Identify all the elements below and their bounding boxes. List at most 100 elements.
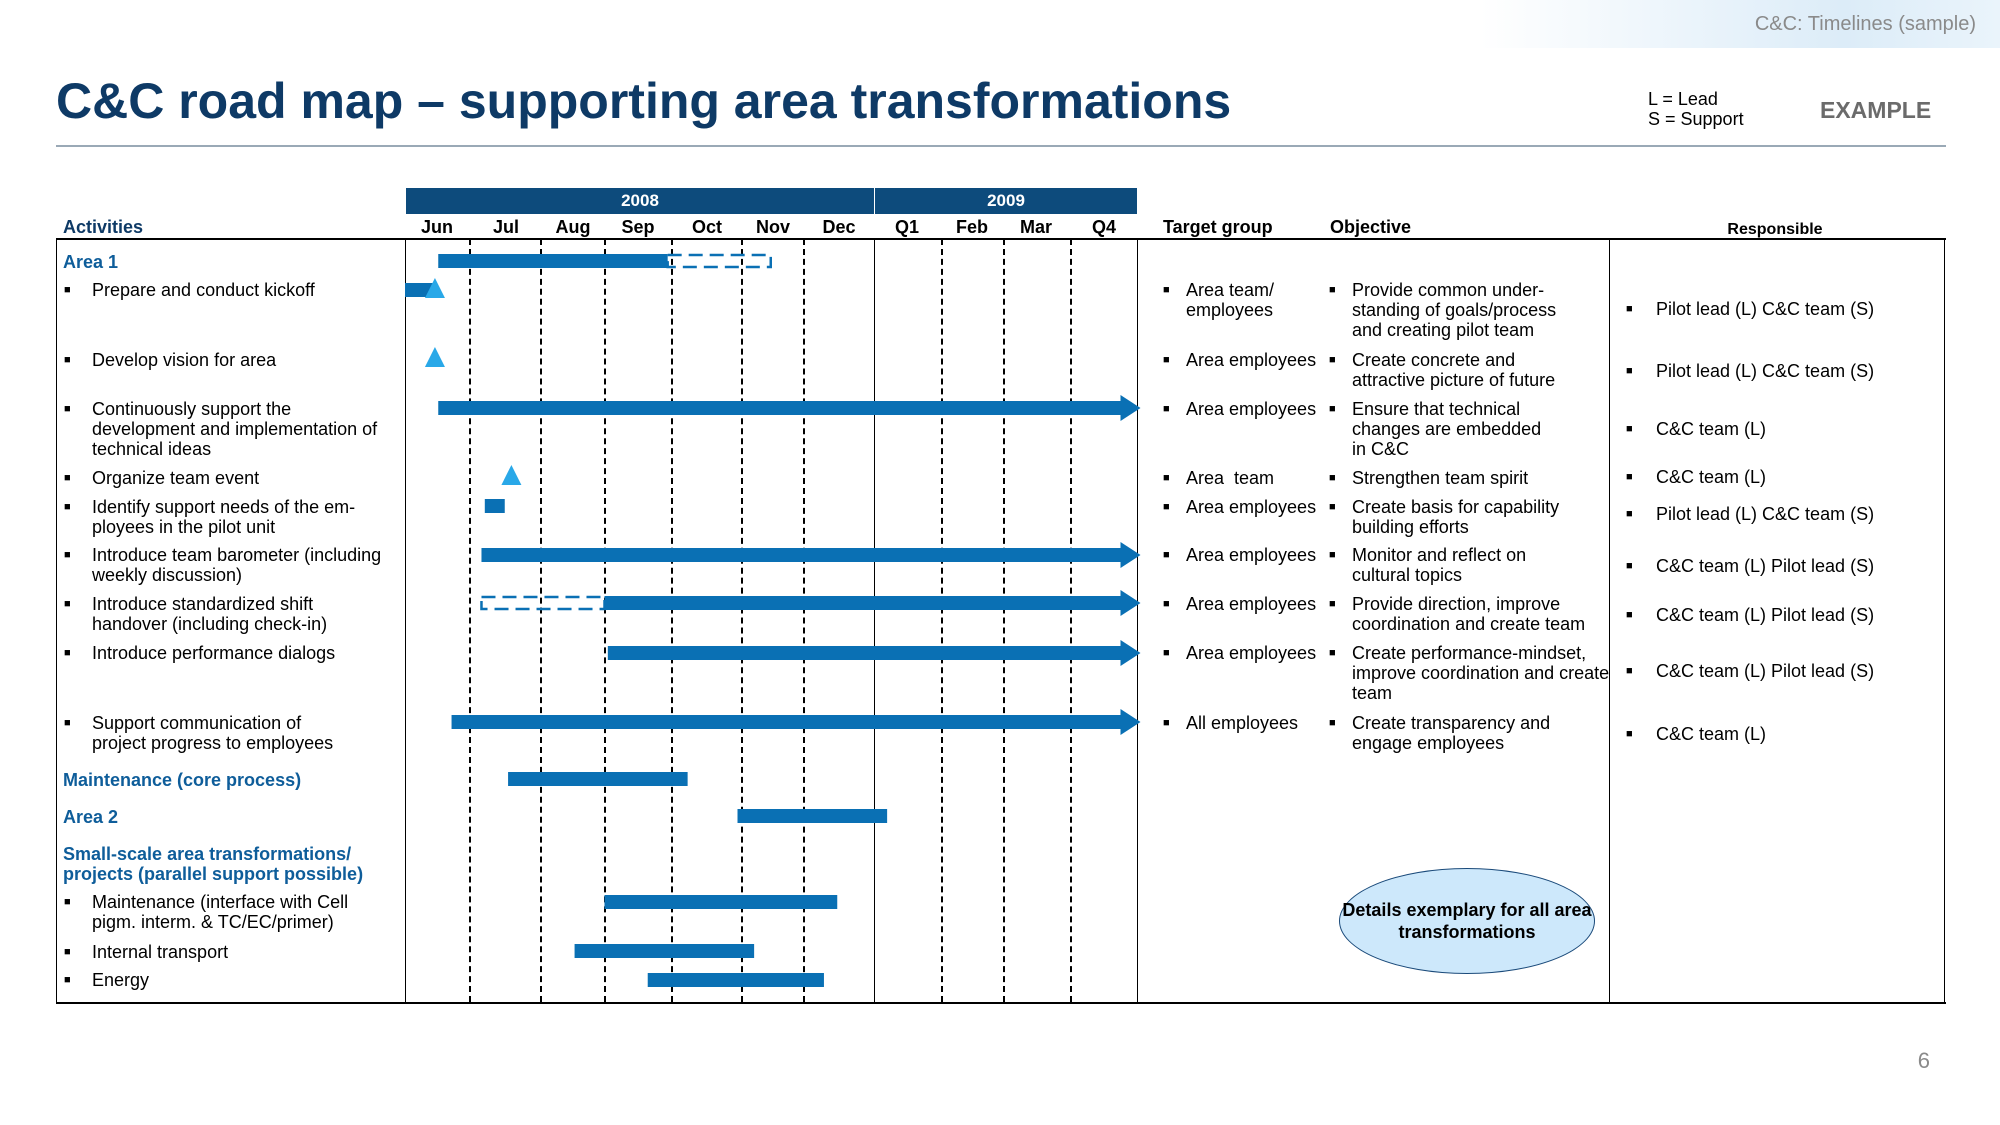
title-divider [56,145,1946,147]
target-label: Area employees [1186,545,1317,565]
activity-label: Identify support needs of the em-ployees… [92,497,356,537]
bullet-icon: ■ [1163,501,1170,513]
page-number: 6 [1917,1048,1930,1073]
responsible-label: Pilot lead (L) C&C team (S) [1656,504,1875,524]
responsible-label: C&C team (L) [1656,419,1767,439]
bullet-icon: ■ [64,974,71,986]
bullet-icon: ■ [64,472,71,484]
bullet-icon: ■ [1626,609,1633,621]
bullet-icon: ■ [1163,647,1170,659]
bullet-icon: ■ [1626,423,1633,435]
objective-header: Objective [1330,216,1412,237]
gantt-bar [438,254,668,268]
activity-label: Prepare and conduct kickoff [92,280,315,300]
period-gridline [1003,239,1005,1002]
target-label: Area employees [1186,594,1317,614]
legend: L = Lead S = Support [1648,89,1744,129]
bullet-icon: ■ [64,647,71,659]
bullet-icon: ■ [1329,354,1336,366]
bullet-icon: ■ [64,501,71,513]
objective-label: Create concrete and attractive picture o… [1352,350,1556,390]
bullet-icon: ■ [64,896,71,908]
objective-label: Monitor and reflect on cultural topics [1352,545,1527,585]
gantt-bar-ongoing [604,596,1121,610]
bullet-icon: ■ [1626,508,1633,520]
bullet-icon: ■ [1329,403,1336,415]
period-gridline [741,239,743,1002]
milestone-triangle-icon [424,278,445,298]
gantt-bar-planned [666,253,772,269]
bullet-icon: ■ [1626,665,1633,677]
period-nov: Nov [755,217,790,237]
bullet-icon: ■ [64,284,71,296]
bullet-icon: ■ [1626,471,1633,483]
period-gridline [941,239,943,1002]
legend-lead: L = Lead [1648,89,1718,109]
responsible-label: C&C team (L) [1656,724,1767,744]
bullet-icon: ■ [64,717,71,729]
table-top-rule [56,238,1946,240]
period-dec: Dec [822,217,856,237]
responsible-label: C&C team (L) Pilot lead (S) [1656,556,1875,576]
bullet-icon: ■ [64,403,71,415]
timeline-right-border [1137,239,1138,1003]
bullet-icon: ■ [64,354,71,366]
gantt-bar [484,499,505,513]
objective-label: Create performance-mindset, improve coor… [1352,643,1610,703]
target-label: Area employees [1186,350,1317,370]
period-q4: Q4 [1091,217,1116,237]
target-label: Area employees [1186,399,1317,419]
responsible-label: C&C team (L) Pilot lead (S) [1656,605,1875,625]
bullet-icon: ■ [64,549,71,561]
gantt-bar-planned [480,595,606,611]
target-group-header: Target group [1163,216,1273,237]
timeline-left-border [405,239,406,1003]
gantt-bar-ongoing [481,548,1121,562]
activity-label: Internal transport [92,942,229,962]
objective-label: Provide direction, improve coordination … [1352,594,1586,634]
bullet-icon: ■ [1329,647,1336,659]
period-gridline [1070,239,1072,1002]
table-left-border [56,239,57,1003]
bullet-icon: ■ [1626,728,1633,740]
bullet-icon: ■ [1163,472,1170,484]
header-corner-band [1480,0,2000,48]
activity-label: Introduce performance dialogs [92,643,336,663]
bullet-icon: ■ [1329,717,1336,729]
responsible-left-border [1609,239,1610,1003]
target-label: Area employees [1186,497,1317,517]
bullet-icon: ■ [1163,403,1170,415]
gantt-bar [508,772,688,786]
target-label: Area employees [1186,643,1317,663]
gantt-bar-ongoing [607,646,1121,660]
responsible-label: C&C team (L) [1656,467,1767,487]
period-gridline [540,239,542,1002]
period-gridline [469,239,471,1002]
period-sep: Sep [621,217,655,237]
objective-label: Create transparency and engage employees [1352,713,1551,753]
period-q1: Q1 [894,217,919,237]
objective-label: Ensure that technical changes are embedd… [1352,399,1542,459]
gantt-bar [737,809,888,823]
gantt-bar-ongoing [438,401,1121,415]
period-mar: Mar [1019,217,1052,237]
responsible-label: C&C team (L) Pilot lead (S) [1656,661,1875,681]
milestone-triangle-icon [424,347,445,367]
bullet-icon: ■ [64,946,71,958]
period-gridline [604,239,606,1002]
objective-label: Strengthen team spirit [1352,468,1529,488]
section-small-scale: Small-scale area transformations/ projec… [63,844,364,884]
period-feb: Feb [955,217,988,237]
period-jun: Jun [420,217,453,237]
gantt-arrow-head-icon [1120,590,1141,616]
bullet-icon: ■ [1626,303,1633,315]
activity-label: Maintenance (interface with Cell pigm. i… [92,892,349,932]
bullet-icon: ■ [1329,598,1336,610]
period-oct: Oct [691,217,722,237]
bullet-icon: ■ [1163,284,1170,296]
period-aug: Aug [555,217,591,237]
period-gridline [671,239,673,1002]
gantt-bar-ongoing [451,715,1121,729]
details-callout: Details exemplary for all area transform… [1339,868,1595,974]
